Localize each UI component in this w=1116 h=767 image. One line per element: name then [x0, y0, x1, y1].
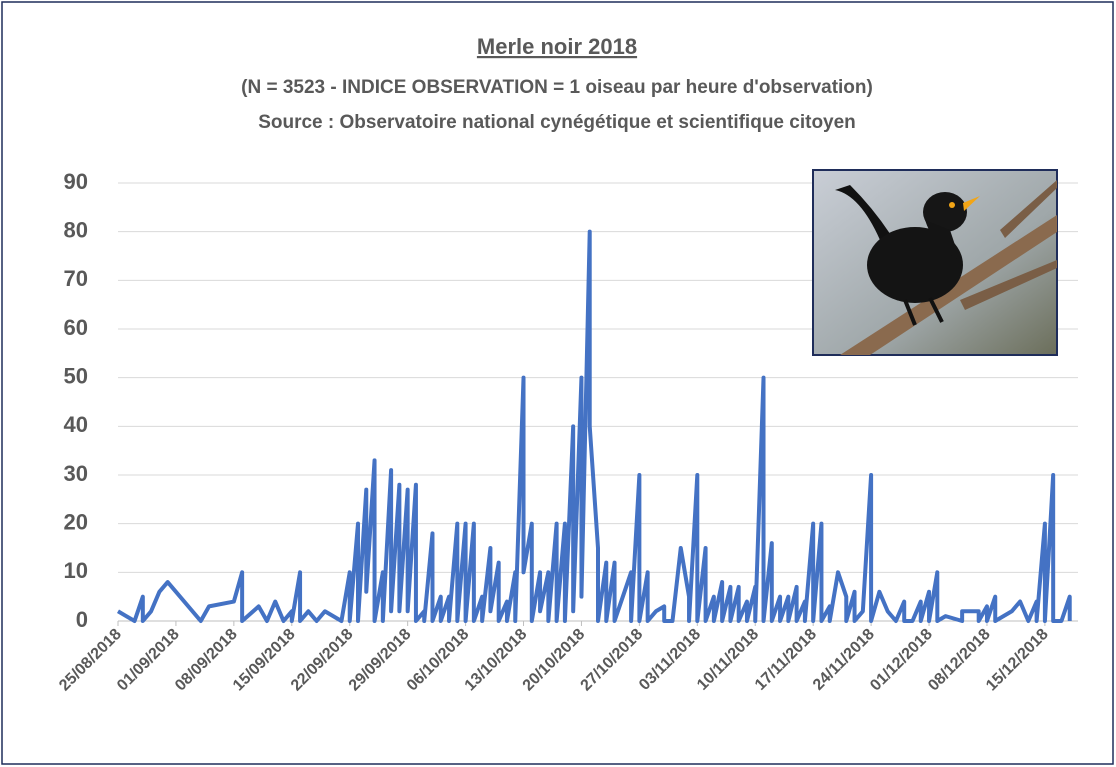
- chart-subtitle: Source : Observatoire national cynégétiq…: [258, 112, 856, 133]
- y-tick-label: 80: [64, 217, 88, 242]
- y-tick-label: 10: [64, 558, 88, 583]
- y-tick-label: 70: [64, 266, 88, 291]
- chart-subtitle: (N = 3523 - INDICE OBSERVATION = 1 oisea…: [241, 77, 873, 98]
- y-tick-label: 40: [64, 412, 88, 437]
- y-tick-label: 30: [64, 461, 88, 486]
- data-line: [116, 229, 1072, 623]
- y-tick-label: 50: [64, 363, 88, 388]
- y-tick-label: 60: [64, 315, 88, 340]
- bird-photo: [812, 169, 1058, 356]
- plot: [116, 229, 1072, 623]
- y-tick-label: 20: [64, 509, 88, 534]
- y-tick-label: 90: [64, 169, 88, 194]
- y-tick-label: 0: [76, 607, 88, 632]
- chart-title: Merle noir 2018: [477, 34, 637, 59]
